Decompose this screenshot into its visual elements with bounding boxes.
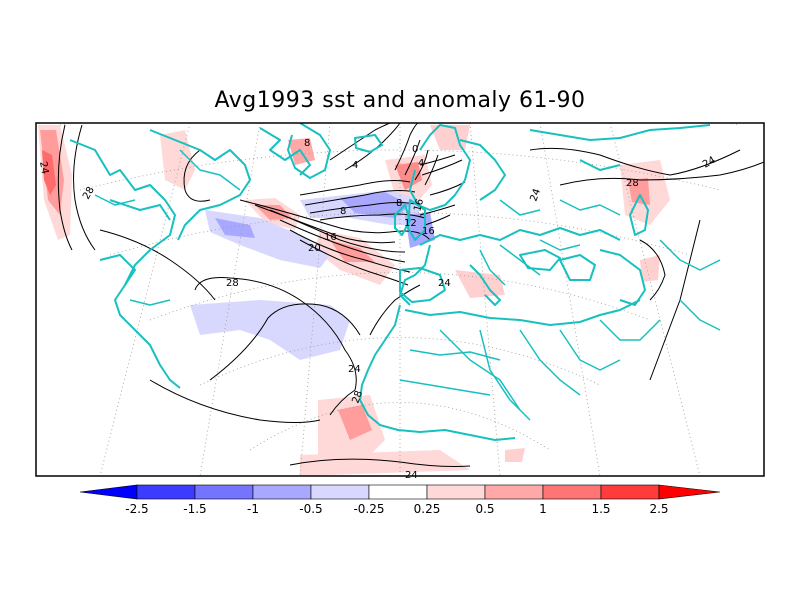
contour-label: 8 (304, 138, 310, 149)
contour-label: 24 (37, 161, 50, 175)
colorbar-label: -0.25 (353, 502, 384, 516)
colorbar-label: 0.25 (414, 502, 441, 516)
colorbar-label: -1.5 (183, 502, 206, 516)
colorbar: -2.5 -1.5 -1 -0.5 -0.25 0.25 0.5 1 1.5 2… (79, 484, 721, 516)
contour-label: 28 (81, 185, 97, 202)
contour-label: 24 (528, 187, 543, 203)
contour-label: 16 (422, 226, 435, 237)
contour-label: 4 (418, 158, 424, 169)
contour-label: 28 (626, 178, 639, 189)
colorbar-box (542, 484, 602, 500)
colorbar-box (136, 484, 196, 500)
colorbar-left-arrow (79, 484, 138, 500)
colorbar-box (368, 484, 428, 500)
coastlines (69, 123, 721, 441)
contour-label: 4 (352, 160, 358, 171)
map-frame (35, 122, 765, 477)
contour-label: 28 (350, 389, 365, 405)
colorbar-label: 0.5 (475, 502, 494, 516)
colorbar-label: -1 (247, 502, 259, 516)
colorbar-label: 1 (539, 502, 547, 516)
contour-label: 24 (438, 278, 451, 289)
colorbar-label: -2.5 (125, 502, 148, 516)
contour-label: 28 (226, 278, 239, 289)
colorbar-label: 1.5 (591, 502, 610, 516)
contour-label: 24 (701, 155, 718, 171)
colorbar-box (600, 484, 660, 500)
contour-label: 0 (412, 144, 418, 155)
colorbar-label: 2.5 (649, 502, 668, 516)
colorbar-label: -0.5 (299, 502, 322, 516)
contour-label: 12 (404, 218, 417, 229)
contour-label: 24 (348, 364, 361, 375)
colorbar-box (484, 484, 544, 500)
contour-label: 20 (308, 243, 321, 254)
contour-labels: 24 28 8 4 0 4 8 8 16 20 16 12 16 24 28 2… (37, 138, 717, 481)
contour-label: 8 (340, 206, 346, 217)
contour-label: 16 (324, 232, 337, 243)
colorbar-box (252, 484, 312, 500)
map-title: Avg1993 sst and anomaly 61-90 (214, 88, 586, 113)
contour-label: 16 (412, 198, 426, 213)
colorbar-box (426, 484, 486, 500)
colorbar-box (310, 484, 370, 500)
colorbar-box (194, 484, 254, 500)
colorbar-right-arrow (658, 484, 721, 500)
contour-label: 8 (396, 198, 402, 209)
